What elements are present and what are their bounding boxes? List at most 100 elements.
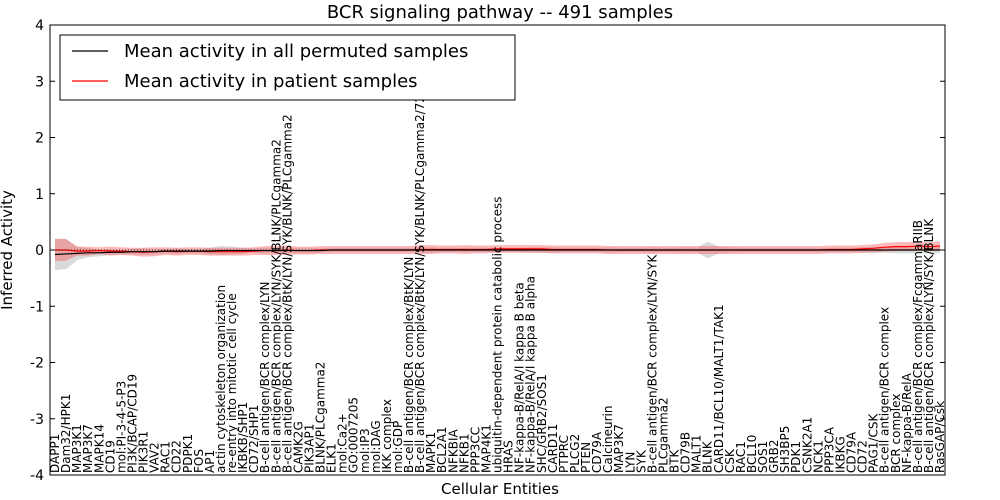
entity-label: mol:Ca2+ (336, 413, 350, 473)
entity-label: NF-kappa-B/RelA/I kappa B alpha (524, 276, 538, 473)
entity-label: MAP4K1 (479, 424, 493, 473)
y-tick-label: -1 (30, 299, 44, 315)
entity-label: mol:DAG (369, 420, 383, 473)
entity-label: MAPK1 (424, 432, 438, 473)
entity-label: ubiquitin-dependent protein catabolic pr… (491, 197, 505, 473)
entity-label: PPP3CA (822, 426, 836, 473)
entity-label: B-cell antigen/BCR complex/BtK/LYN/SYK/B… (413, 95, 427, 473)
legend: Mean activity in all permuted samples Me… (59, 34, 516, 101)
entity-label: re-entry into mitotic cell cycle (225, 293, 239, 473)
entity-label: RAC1 (159, 441, 173, 473)
entity-label: IKBKG (833, 436, 847, 473)
entity-label: CARD11 (546, 424, 560, 473)
y-tick-label: 2 (35, 131, 44, 147)
entity-label: FOS (192, 449, 206, 473)
entity-label: AP1 (203, 450, 217, 473)
entity-label: NFKBIA (446, 428, 460, 473)
entity-label: actin cytoskeleton organization (214, 285, 228, 473)
entity-label: CD22 (170, 440, 184, 473)
y-axis: -4 -3 -2 -1 0 1 2 3 4 (30, 18, 945, 484)
entity-label: BCL2A1 (435, 426, 449, 473)
entity-label: CD79A (590, 431, 604, 473)
entity-label: B-cell antigen/BCR complex/LYN/SYK/BLNK/… (269, 139, 283, 473)
entity-label: CSK (723, 448, 737, 473)
entity-label: CARD11/BCL10/MALT1/TAK1 (712, 304, 726, 473)
entity-label: NF-kappa-B/RelA (900, 372, 914, 473)
entity-label: GRB2 (767, 439, 781, 473)
entity-label: BCR complex (889, 394, 903, 473)
entity-label: IKBKB/SHP1 (236, 402, 250, 473)
entity-label: Calcineurin (601, 406, 615, 473)
y-axis-label: Inferred Activity (0, 190, 16, 310)
band-series-0 (55, 238, 940, 271)
entity-label: mol:GDP (391, 421, 405, 473)
entity-label: NCK1 (811, 440, 825, 473)
x-axis-label: Cellular Entities (441, 480, 559, 498)
entity-label: HRAS (502, 440, 516, 473)
entity-label: BCL10 (745, 435, 759, 473)
entity-label: B-cell antigen/BCR complex/LYN/SYK/BLNK (922, 218, 936, 473)
entity-label: B-cell antigen/BCR complex (878, 307, 892, 473)
entity-label: PI3K/BCAP/CD19 (125, 374, 139, 473)
entity-label: MALT1 (690, 434, 704, 473)
entity-label: NF-kappa-B/RelA/I kappa B beta (513, 282, 527, 473)
entity-label: GO:0007205 (347, 397, 361, 473)
entity-label: LYN (623, 452, 637, 473)
entity-label: PAG1/CSK (867, 413, 881, 473)
y-tick-label: -3 (30, 412, 44, 428)
entity-label: CSNK2A1 (800, 417, 814, 473)
entity-label: CD79B (679, 432, 693, 473)
entity-label: MAPK14 (92, 424, 106, 473)
entity-label: CD72/SHP1 (247, 405, 261, 473)
entity-label: PPP3CC (468, 427, 482, 473)
y-tick-label: -4 (30, 468, 44, 484)
entity-label: CAMK2G (291, 421, 305, 473)
entity-label: DAPP1 (48, 434, 62, 473)
entity-labels: DAPP1Dam32/HPK1MAP3K1MAP3K7MAPK14CD19mol… (48, 95, 947, 473)
entity-label: mol:IP3 (358, 428, 372, 473)
entity-label: BLNK (701, 440, 715, 473)
y-tick-label: 4 (35, 18, 44, 34)
entity-label: PTEN (579, 442, 593, 473)
entity-label: MAP3K1 (70, 424, 84, 473)
entity-label: MAP3K7 (81, 424, 95, 473)
entity-label: CD79A (845, 431, 859, 473)
entity-label: VAV2 (148, 442, 162, 473)
entity-label: ELK1 (325, 443, 339, 473)
entity-label: MAP3K7 (612, 424, 626, 473)
legend-label-patient: Mean activity in patient samples (124, 71, 418, 92)
legend-frame (59, 34, 516, 101)
entity-label: BTK (668, 448, 682, 473)
y-tick-label: 3 (35, 74, 44, 90)
entity-label: PIK3AP1 (302, 424, 316, 473)
entity-label: PLCgamma2 (656, 397, 670, 473)
entity-label: SOS1 (756, 441, 770, 473)
entity-label: PDPK1 (181, 434, 195, 473)
entity-label: B-cell antigen/BCR complex/FcgammaRIIB (911, 220, 925, 473)
entity-label: RAC1 (734, 441, 748, 473)
entity-label: Dam32/HPK1 (59, 394, 73, 473)
legend-label-permuted: Mean activity in all permuted samples (124, 41, 468, 62)
entity-label: SHC/GRB2/SOS1 (535, 374, 549, 473)
entity-label: CD72 (856, 440, 870, 473)
entity-label: BLNK/PLCgamma2 (314, 362, 328, 473)
entity-label: SH3BP5 (778, 426, 792, 473)
y-tick-label: 0 (35, 243, 44, 259)
entity-label: B-cell antigen/BCR complex/LYN/SYK (645, 253, 659, 473)
entity-label: PTPRC (557, 435, 571, 473)
entity-label: NFKB1 (457, 433, 471, 473)
y-tick-label: -2 (30, 356, 44, 372)
y-tick-label: 1 (35, 187, 44, 203)
entity-label: PLCG2 (568, 434, 582, 473)
entity-label: PIK3R1 (137, 431, 151, 473)
entity-label: SYK (634, 449, 648, 473)
entity-label: B-cell antigen/BCR complex/BtK/LYN/SYK/B… (280, 114, 294, 473)
entity-label: CD19 (103, 440, 117, 473)
entity-label: PDK1 (789, 441, 803, 473)
entity-label: IKK complex (380, 399, 394, 473)
chart-title: BCR signaling pathway -- 491 samples (327, 2, 673, 23)
entity-label: mol:PI-3-4-5-P3 (114, 381, 128, 473)
entity-label: B-cell antigen/BCR complex/BtK/LYN (402, 257, 416, 473)
entity-label: B-cell antigen/BCR complex/LYN (258, 281, 272, 473)
